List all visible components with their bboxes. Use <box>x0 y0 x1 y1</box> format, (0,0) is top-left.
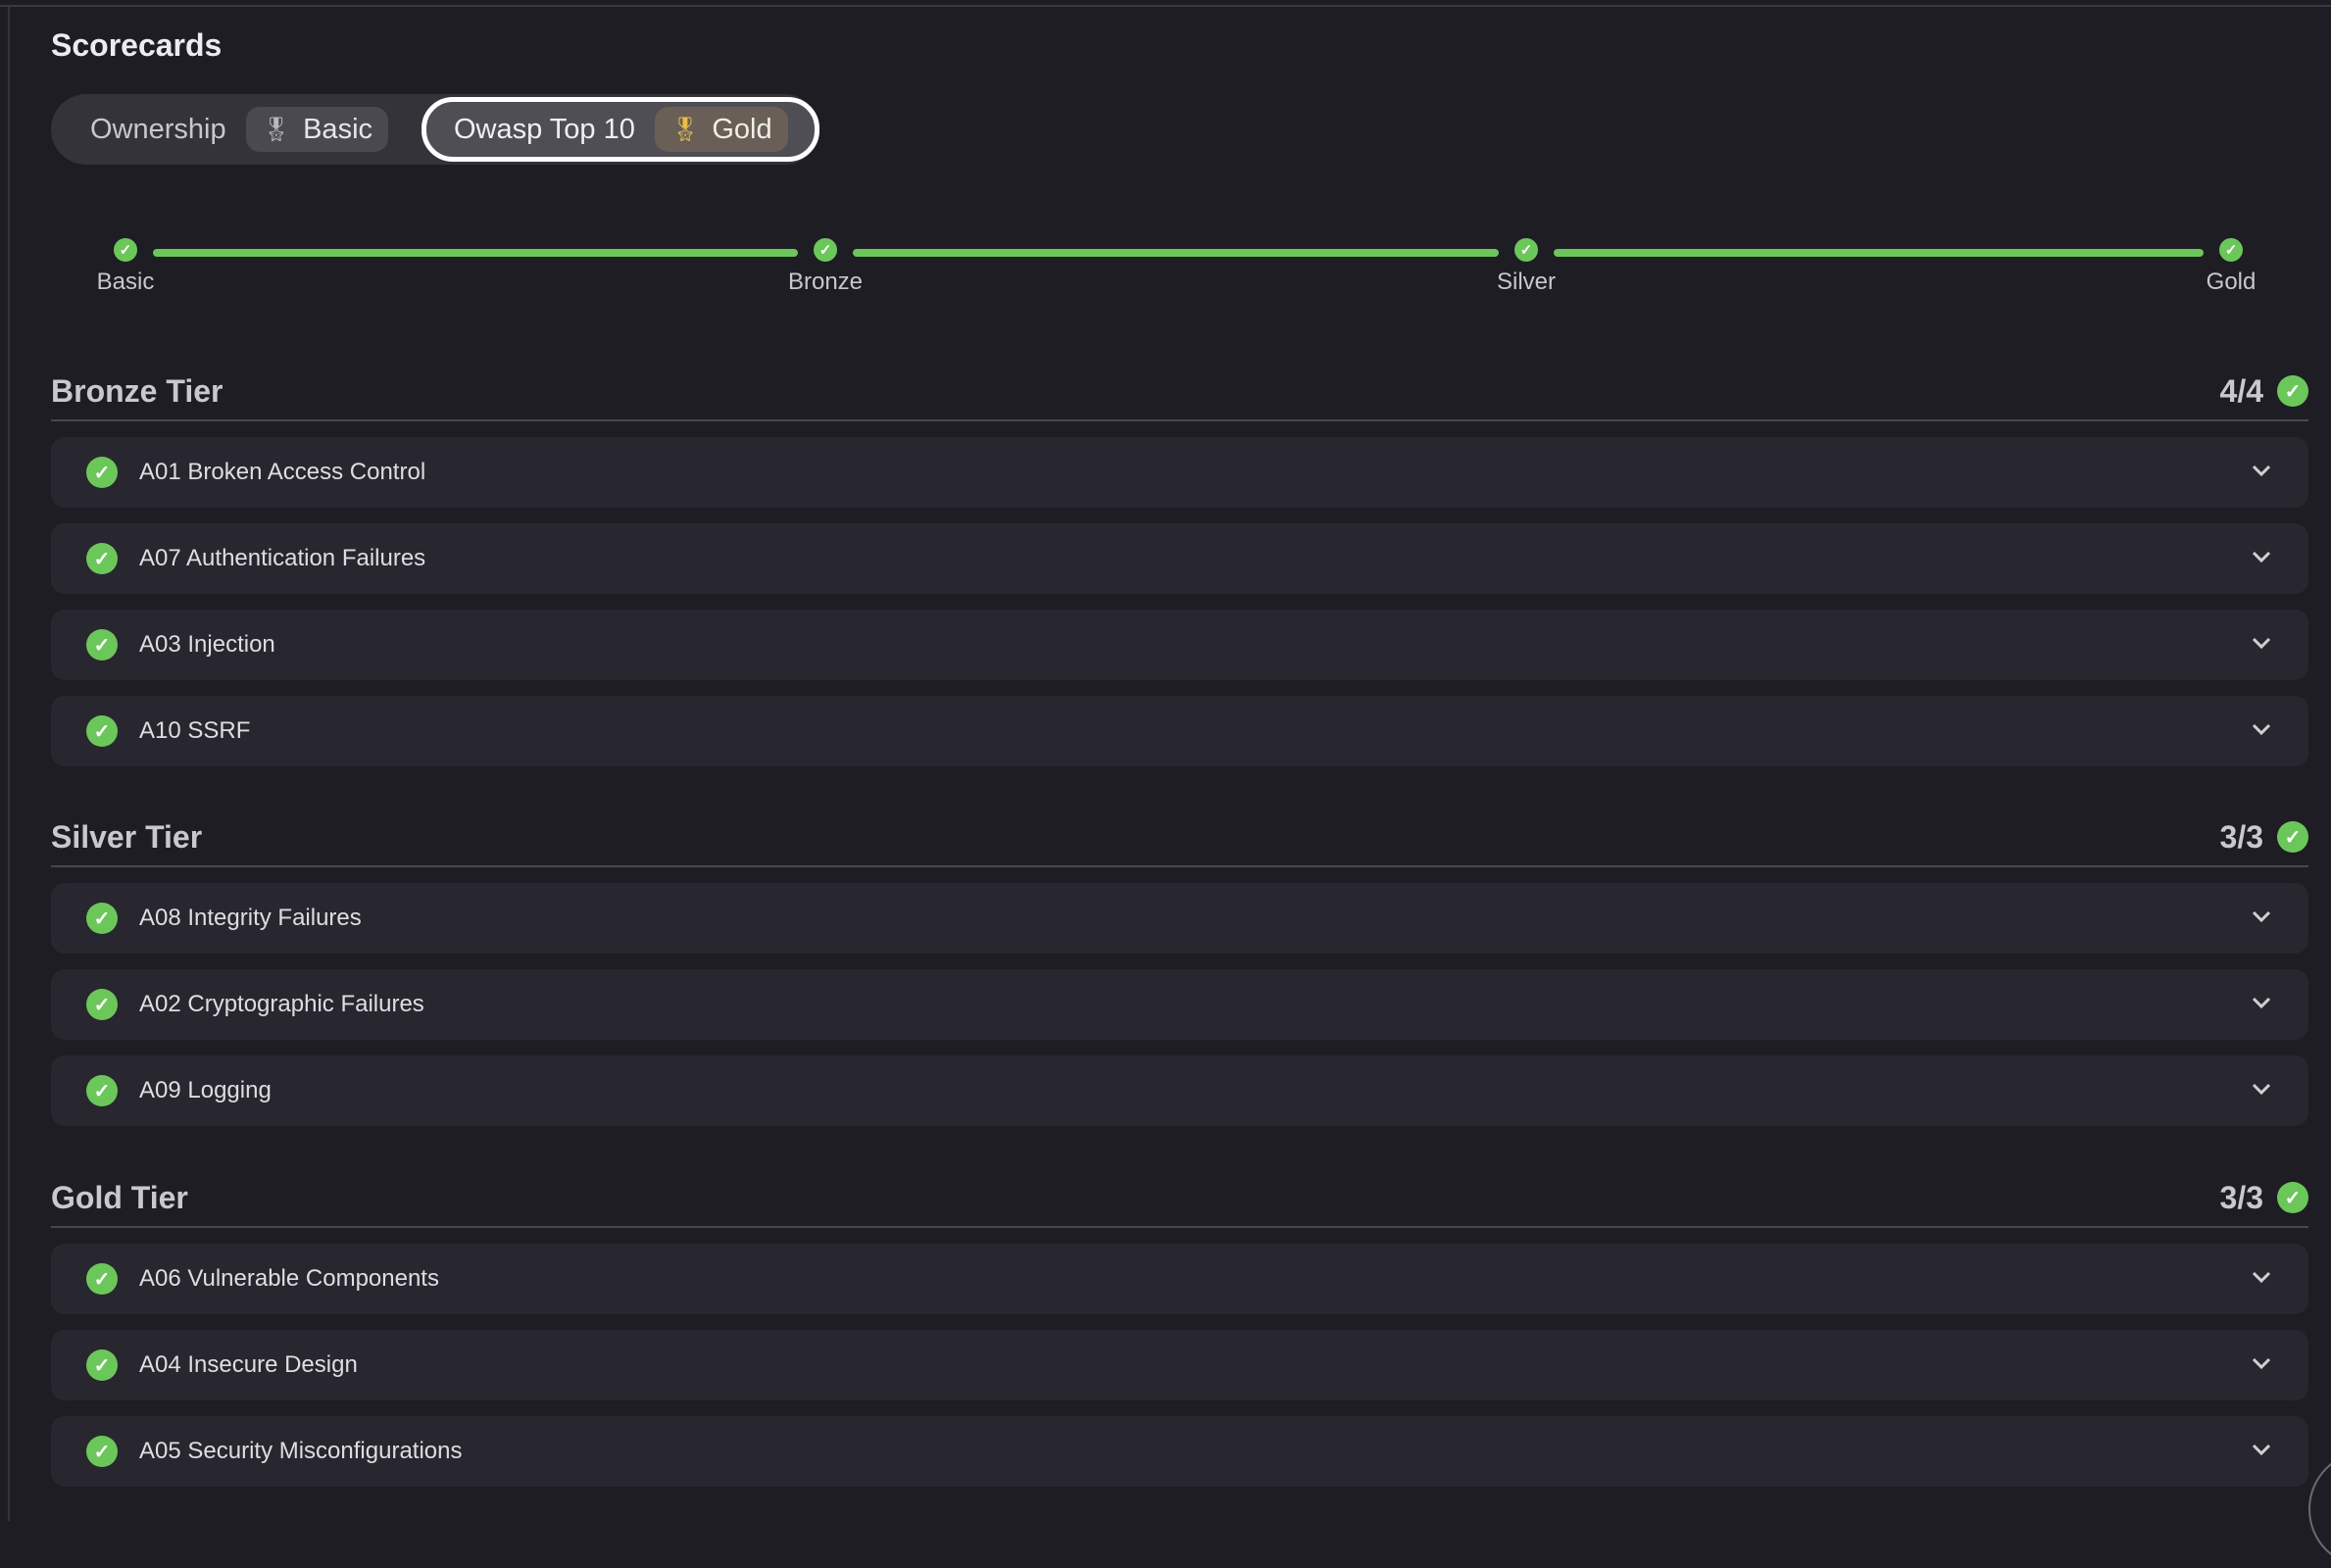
scorecard-selector: Ownership 🎖 Basic Owasp Top 10 🎖 Gold <box>51 94 819 165</box>
rule-label: A10 SSRF <box>139 717 251 744</box>
progress-bar-segment <box>153 249 798 257</box>
level-label: Bronze <box>787 269 864 295</box>
page-title: Scorecards <box>51 27 223 63</box>
tier-count: 4/4 ✓ <box>2220 373 2308 410</box>
rule-row[interactable]: ✓ A02 Cryptographic Failures <box>51 969 2308 1040</box>
tier-title: Gold Tier <box>51 1179 188 1215</box>
tier-section: Bronze Tier 4/4 ✓ ✓ A01 Broken Access Cont… <box>51 363 2308 766</box>
tier-section: Gold Tier 3/3 ✓ ✓ A06 Vulnerable Component… <box>51 1169 2308 1487</box>
rule-label: A08 Integrity Failures <box>139 905 362 931</box>
level-label: Basic <box>303 113 373 145</box>
chevron-down-icon[interactable] <box>2250 631 2273 655</box>
tier-header: Gold Tier 3/3 ✓ <box>51 1169 2308 1228</box>
scorecard-tab-owasp[interactable]: Owasp Top 10 🎖 Gold <box>422 97 819 162</box>
rule-row[interactable]: ✓ A03 Injection <box>51 610 2308 680</box>
rule-row[interactable]: ✓ A04 Insecure Design <box>51 1330 2308 1400</box>
tier-header: Bronze Tier 4/4 ✓ <box>51 363 2308 421</box>
rule-row[interactable]: ✓ A05 Security Misconfigurations <box>51 1416 2308 1487</box>
check-icon: ✓ <box>1514 238 1538 262</box>
check-icon: ✓ <box>2277 821 2308 853</box>
rule-label: A09 Logging <box>139 1077 272 1103</box>
check-icon: ✓ <box>86 629 118 661</box>
chevron-down-icon[interactable] <box>2250 545 2273 568</box>
rule-row[interactable]: ✓ A06 Vulnerable Components <box>51 1244 2308 1314</box>
medal-icon: 🎖 <box>261 116 292 143</box>
check-icon: ✓ <box>86 989 118 1020</box>
scorecard-name: Owasp Top 10 <box>454 113 635 145</box>
rule-row[interactable]: ✓ A09 Logging <box>51 1055 2308 1126</box>
check-icon: ✓ <box>86 1436 118 1467</box>
progress-bar-segment <box>853 249 1499 257</box>
tier-section: Silver Tier 3/3 ✓ ✓ A08 Integrity Failures… <box>51 808 2308 1126</box>
left-divider <box>8 6 10 1521</box>
floating-button[interactable] <box>2308 1450 2331 1568</box>
check-icon: ✓ <box>86 1075 118 1106</box>
top-divider <box>0 5 2331 7</box>
chevron-down-icon[interactable] <box>2250 991 2273 1014</box>
check-icon: ✓ <box>86 457 118 488</box>
check-icon: ✓ <box>114 238 137 262</box>
check-icon: ✓ <box>2219 238 2243 262</box>
scorecard-name: Ownership <box>90 113 226 145</box>
check-icon: ✓ <box>86 1349 118 1381</box>
level-label: Gold <box>712 113 772 145</box>
medal-icon: 🎖 <box>670 116 701 143</box>
progress-bar-segment <box>1554 249 2204 257</box>
chevron-down-icon[interactable] <box>2250 717 2273 741</box>
rule-label: A02 Cryptographic Failures <box>139 991 424 1017</box>
rule-label: A04 Insecure Design <box>139 1351 358 1378</box>
tier-count: 3/3 ✓ <box>2220 1180 2308 1216</box>
tier-score: 3/3 <box>2219 1179 2263 1215</box>
tier-header: Silver Tier 3/3 ✓ <box>51 808 2308 867</box>
rule-row[interactable]: ✓ A01 Broken Access Control <box>51 437 2308 508</box>
tier-title: Bronze Tier <box>51 372 223 409</box>
chevron-down-icon[interactable] <box>2250 1077 2273 1101</box>
chevron-down-icon[interactable] <box>2250 1265 2273 1289</box>
scorecard-tab-ownership[interactable]: Ownership 🎖 Basic <box>71 98 389 161</box>
rule-label: A03 Injection <box>139 631 275 658</box>
level-progress: ✓ Basic ✓ Bronze ✓ Silver ✓ Gold <box>0 235 2331 304</box>
tier-count: 3/3 ✓ <box>2220 819 2308 856</box>
level-badge: 🎖 Gold <box>654 107 788 152</box>
rule-label: A07 Authentication Failures <box>139 545 426 571</box>
check-icon: ✓ <box>86 543 118 574</box>
check-icon: ✓ <box>2277 1182 2308 1213</box>
level-label: Silver <box>1496 269 1557 295</box>
tier-score: 3/3 <box>2219 818 2263 855</box>
tier-title: Silver Tier <box>51 818 203 855</box>
rule-row[interactable]: ✓ A07 Authentication Failures <box>51 523 2308 594</box>
tier-score: 4/4 <box>2219 372 2263 409</box>
rule-label: A05 Security Misconfigurations <box>139 1438 463 1464</box>
level-badge: 🎖 Basic <box>245 107 389 152</box>
chevron-down-icon[interactable] <box>2250 1438 2273 1461</box>
rule-row[interactable]: ✓ A10 SSRF <box>51 696 2308 766</box>
rule-row[interactable]: ✓ A08 Integrity Failures <box>51 883 2308 954</box>
rule-label: A01 Broken Access Control <box>139 459 426 485</box>
level-label: Gold <box>2206 269 2257 295</box>
level-label: Basic <box>96 269 155 295</box>
chevron-down-icon[interactable] <box>2250 905 2273 928</box>
check-icon: ✓ <box>86 1263 118 1295</box>
check-icon: ✓ <box>814 238 837 262</box>
check-icon: ✓ <box>2277 375 2308 407</box>
chevron-down-icon[interactable] <box>2250 459 2273 482</box>
chevron-down-icon[interactable] <box>2250 1351 2273 1375</box>
rule-label: A06 Vulnerable Components <box>139 1265 439 1292</box>
check-icon: ✓ <box>86 903 118 934</box>
check-icon: ✓ <box>86 715 118 747</box>
